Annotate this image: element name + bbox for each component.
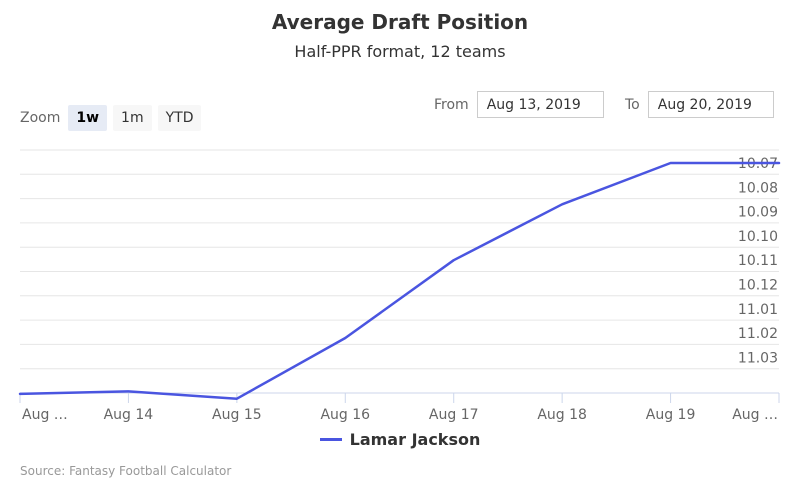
zoom-ytd-button[interactable]: YTD [157,105,202,131]
range-to: To Aug 20, 2019 [625,91,774,118]
legend-series-swatch [319,438,342,441]
x-tick-label: Aug 18 [537,407,587,423]
source-credit[interactable]: Source: Fantasy Football Calculator [20,464,232,478]
x-tick-label: Aug 16 [320,407,370,423]
x-tick-label: Aug 17 [429,407,479,423]
legend: Lamar Jackson [0,430,800,449]
y-tick-label: 10.08 [738,180,778,196]
y-tick-label: 10.09 [738,205,778,221]
y-tick-label: 11.01 [738,302,778,318]
range-from: From Aug 13, 2019 [434,91,604,118]
from-label: From [434,96,469,113]
zoom-control: Zoom 1w 1m YTD [20,104,207,132]
y-tick-label: 11.03 [738,350,778,366]
x-tick-label: Aug … [732,407,778,423]
zoom-1m-button[interactable]: 1m [113,105,152,131]
legend-series-label[interactable]: Lamar Jackson [349,430,481,449]
x-tick-label: Aug 14 [104,407,154,423]
chart-title: Average Draft Position [271,10,529,34]
from-date-input[interactable]: Aug 13, 2019 [476,91,604,118]
x-tick-label: Aug 19 [646,407,696,423]
to-date-input[interactable]: Aug 20, 2019 [647,91,774,118]
to-label: To [625,96,640,113]
x-tick-label: Aug … [22,407,68,423]
chart-subtitle: Half-PPR format, 12 teams [294,42,506,61]
y-tick-label: 11.02 [738,326,778,342]
zoom-1w-button[interactable]: 1w [68,105,108,131]
y-tick-label: 10.12 [738,278,778,294]
zoom-label: Zoom [20,110,61,126]
x-tick-label: Aug 15 [212,407,262,423]
y-tick-label: 10.11 [738,253,778,269]
y-tick-label: 10.10 [738,229,778,245]
series-line-lamar-jackson [18,161,781,400]
